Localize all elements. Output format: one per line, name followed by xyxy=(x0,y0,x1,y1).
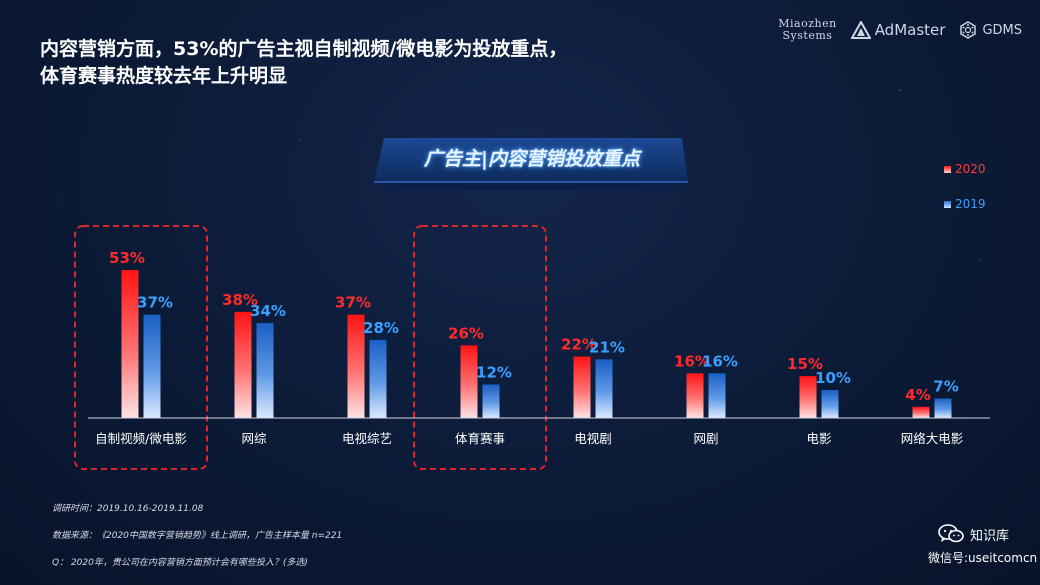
gdms-logo: GDMS xyxy=(959,21,1022,39)
data-label-2019-电视综艺: 28% xyxy=(363,319,399,337)
data-label-2020-电影: 15% xyxy=(787,355,823,373)
page-title-line1: 内容营销方面，53%的广告主视自制视频/微电影为投放重点， xyxy=(40,38,568,60)
legend-swatch-2019 xyxy=(944,200,951,208)
miaozhen-logo: Miaozhen Systems xyxy=(778,18,836,42)
bar-2019-体育赛事 xyxy=(482,384,500,418)
legend-label-2019: 2019 xyxy=(955,197,986,211)
page-title: 内容营销方面，53%的广告主视自制视频/微电影为投放重点， 体育赛事热度较去年上… xyxy=(40,36,567,90)
data-label-2020-自制视频-微电影: 53% xyxy=(109,249,145,267)
data-label-2019-网络大电影: 7% xyxy=(933,377,958,395)
data-label-2020-电视综艺: 37% xyxy=(335,294,371,312)
data-label-2020-电视剧: 22% xyxy=(561,336,597,354)
bar-2019-电视剧 xyxy=(595,359,613,418)
data-label-2020-体育赛事: 26% xyxy=(448,324,484,342)
bar-2020-电视综艺 xyxy=(347,314,365,418)
data-label-2019-电影: 10% xyxy=(815,369,851,387)
chart-title: 广告主|内容营销投放重点 xyxy=(424,148,640,170)
data-label-2019-网剧: 16% xyxy=(702,352,738,370)
category-label-网综: 网综 xyxy=(241,431,267,446)
admaster-icon xyxy=(850,21,871,39)
gdms-logo-text: GDMS xyxy=(982,22,1022,38)
wechat-name: 知识库 xyxy=(970,528,1010,544)
data-label-2019-网综: 34% xyxy=(250,302,286,320)
legend: 2020 2019 xyxy=(944,162,986,211)
legend-item-2019: 2019 xyxy=(944,197,986,211)
bar-2020-自制视频-微电影 xyxy=(121,270,139,418)
category-label-电视综艺: 电视综艺 xyxy=(342,431,392,446)
survey-time: 调研时间：2019.10.16-2019.11.08 xyxy=(52,504,204,514)
bar-2019-电影 xyxy=(821,390,839,418)
category-label-体育赛事: 体育赛事 xyxy=(455,431,505,446)
legend-swatch-2020 xyxy=(944,165,951,173)
banner-shape xyxy=(374,138,688,190)
category-label-网络大电影: 网络大电影 xyxy=(901,431,964,446)
data-label-2020-网综: 38% xyxy=(222,291,258,309)
wechat-badge: 知识库 xyxy=(938,524,1009,544)
labels: 53% 37% 自制视频/微电影 38%34% 网综 37% 28% 电视综艺 26% 12% 体育… xyxy=(95,249,964,446)
data-label-2019-电视剧: 21% xyxy=(589,338,625,356)
category-label-电影: 电影 xyxy=(806,431,832,446)
bar-2019-自制视频-微电影 xyxy=(143,314,161,418)
footer-notes: 调研时间：2019.10.16-2019.11.08 数据来源：《2020中国数… xyxy=(52,501,342,582)
chart-title-banner: 广告主|内容营销投放重点 xyxy=(372,138,692,196)
category-label-电视剧: 电视剧 xyxy=(574,431,612,446)
survey-question: Q： 2020年，贵公司在内容营销方面预计会有哪些投入？(多选) xyxy=(52,558,308,568)
data-label-2020-网络大电影: 4% xyxy=(905,386,930,404)
data-label-2020-网剧: 16% xyxy=(674,352,710,370)
miaozhen-logo-line1: Miaozhen xyxy=(778,17,837,30)
bar-2020-电视剧 xyxy=(573,356,591,418)
bar-2020-体育赛事 xyxy=(460,345,478,418)
data-source: 数据来源：《2020中国数字营销趋势》线上调研，广告主样本量 n=221 xyxy=(52,531,343,541)
bar-2020-电影 xyxy=(799,376,817,418)
bar-2019-网络大电影 xyxy=(934,398,952,418)
bar-2019-网剧 xyxy=(708,373,726,418)
bar-2020-网综 xyxy=(234,311,252,418)
bar-2020-网剧 xyxy=(686,373,704,418)
page-title-line2: 体育赛事热度较去年上升明显 xyxy=(40,65,288,87)
category-label-自制视频-微电影: 自制视频/微电影 xyxy=(95,431,187,446)
miaozhen-logo-line2: Systems xyxy=(782,29,833,42)
admaster-logo-text: AdMaster xyxy=(874,21,946,39)
legend-label-2020: 2020 xyxy=(955,162,986,176)
wechat-id: 微信号:useitcomcn xyxy=(928,551,1038,565)
highlight-box-自制视频-微电影 xyxy=(74,225,208,470)
wechat-icon xyxy=(938,524,964,543)
admaster-logo: AdMaster xyxy=(850,21,946,39)
legend-item-2020: 2020 xyxy=(944,162,986,176)
bar-2020-网络大电影 xyxy=(912,406,930,418)
gdms-icon xyxy=(960,21,977,39)
highlight-boxes xyxy=(74,225,547,470)
logo-bar: Miaozhen Systems AdMaster GDMS xyxy=(778,18,1022,42)
bars xyxy=(121,270,952,418)
highlight-box-体育赛事 xyxy=(413,225,547,470)
data-label-2019-体育赛事: 12% xyxy=(476,363,512,381)
category-label-网剧: 网剧 xyxy=(693,431,718,446)
data-label-2019-自制视频-微电影: 37% xyxy=(137,294,173,312)
bar-2019-网综 xyxy=(256,323,274,418)
bar-2019-电视综艺 xyxy=(369,339,387,418)
